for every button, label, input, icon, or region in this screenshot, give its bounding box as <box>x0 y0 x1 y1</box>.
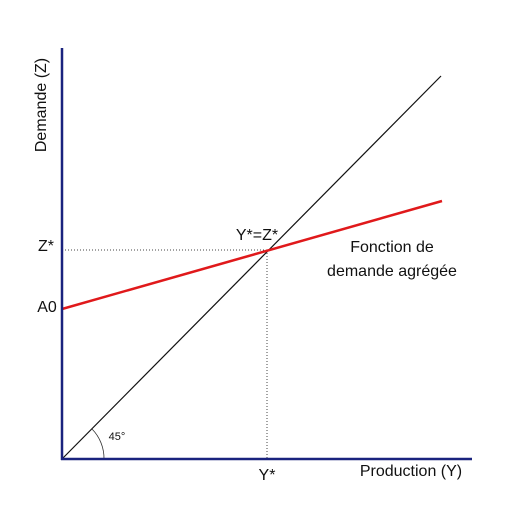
a0-label: A0 <box>37 299 57 316</box>
angle-arc <box>91 428 105 460</box>
equilibrium-label: Y*=Z* <box>236 227 278 244</box>
45-degree-line <box>61 75 442 460</box>
y-star-label: Y* <box>259 467 276 484</box>
demand-line <box>61 199 443 311</box>
angle-label: 45° <box>109 431 126 443</box>
y-axis-label: Demande (Z) <box>33 58 50 152</box>
z-star-label: Z* <box>38 238 54 255</box>
curve-label: Fonction de <box>350 239 434 256</box>
x-axis-label: Production (Y) <box>360 463 462 480</box>
curve-label: demande agrégée <box>327 263 457 280</box>
